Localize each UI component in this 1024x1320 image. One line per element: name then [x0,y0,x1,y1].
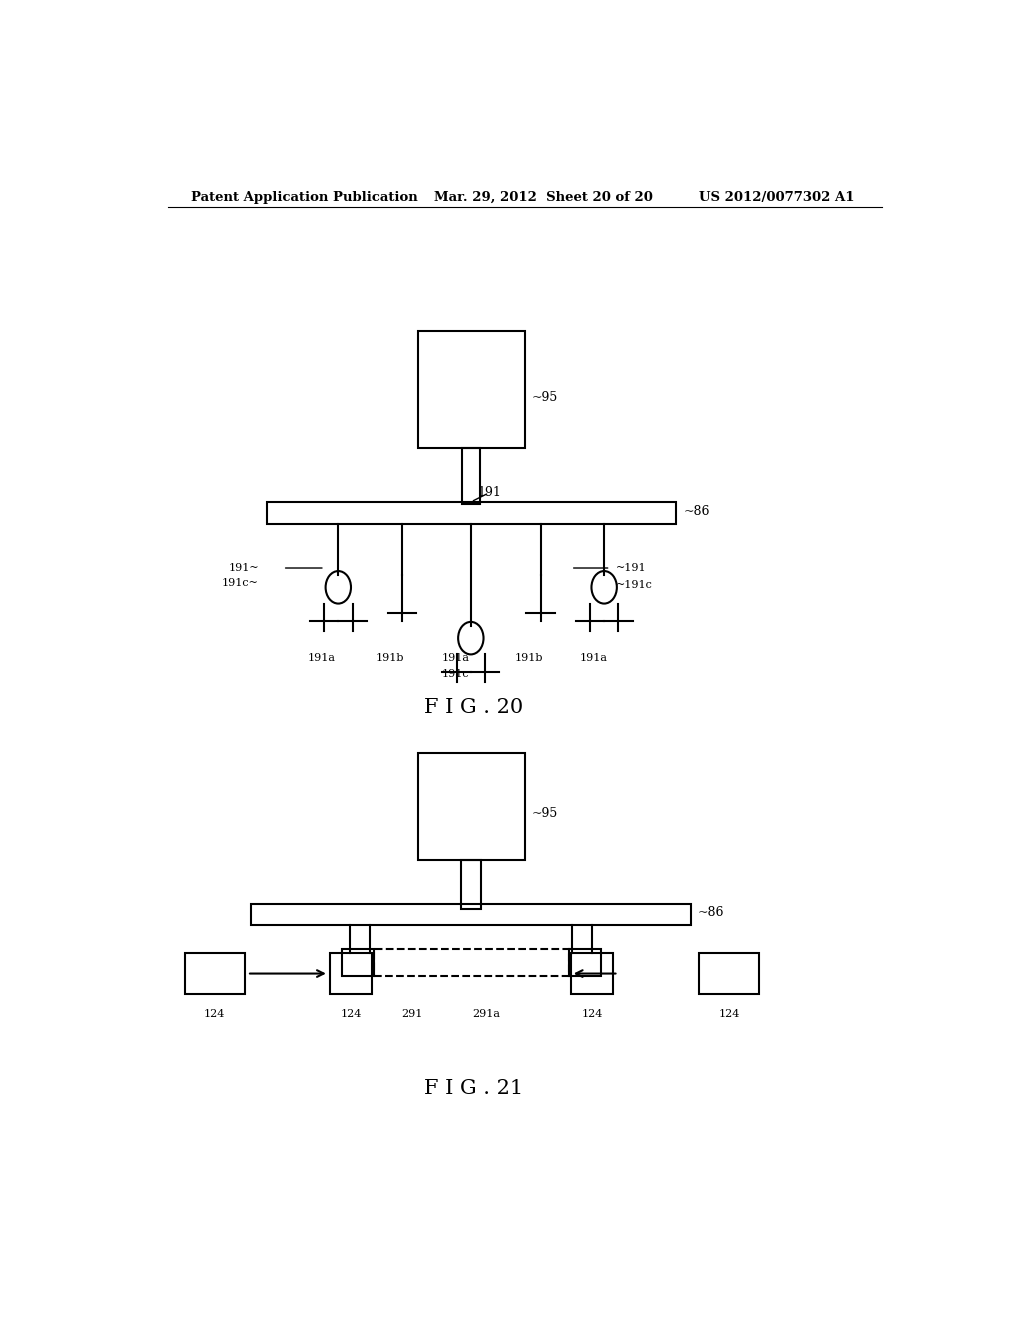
Text: ~86: ~86 [697,906,724,919]
Text: Patent Application Publication: Patent Application Publication [191,190,418,203]
Text: US 2012/0077302 A1: US 2012/0077302 A1 [699,190,855,203]
Bar [462,447,479,504]
Bar [569,949,601,975]
Text: 191a: 191a [307,653,336,664]
Text: ~191c: ~191c [616,581,653,590]
Text: 291a: 291a [473,1008,501,1019]
Text: 191~: 191~ [228,564,259,573]
Text: 124: 124 [204,1008,225,1019]
Text: 124: 124 [340,1008,361,1019]
Text: 124: 124 [719,1008,740,1019]
Bar [251,904,691,925]
Bar [461,859,480,908]
Bar [699,953,759,994]
Text: 191a: 191a [441,653,470,664]
Bar [418,752,524,859]
Text: 191b: 191b [376,653,404,664]
Bar [570,953,613,994]
Text: ~191: ~191 [616,564,647,573]
Text: F I G . 20: F I G . 20 [424,698,523,717]
Bar [331,953,373,994]
Text: ~86: ~86 [684,504,710,517]
Text: 291: 291 [401,1008,423,1019]
Text: Mar. 29, 2012  Sheet 20 of 20: Mar. 29, 2012 Sheet 20 of 20 [433,190,652,203]
Text: ~95: ~95 [531,808,557,821]
Bar [342,949,374,975]
Bar [185,953,245,994]
Bar [267,502,676,524]
Text: 191b: 191b [514,653,543,664]
Text: 124: 124 [582,1008,603,1019]
Bar [418,331,524,447]
Text: 191a: 191a [580,653,608,664]
Text: ~95: ~95 [531,391,557,404]
Text: F I G . 21: F I G . 21 [424,1078,523,1098]
Text: 191: 191 [477,486,501,499]
Text: 191c: 191c [442,669,470,678]
Bar [374,949,569,975]
Text: 191c~: 191c~ [222,578,259,589]
